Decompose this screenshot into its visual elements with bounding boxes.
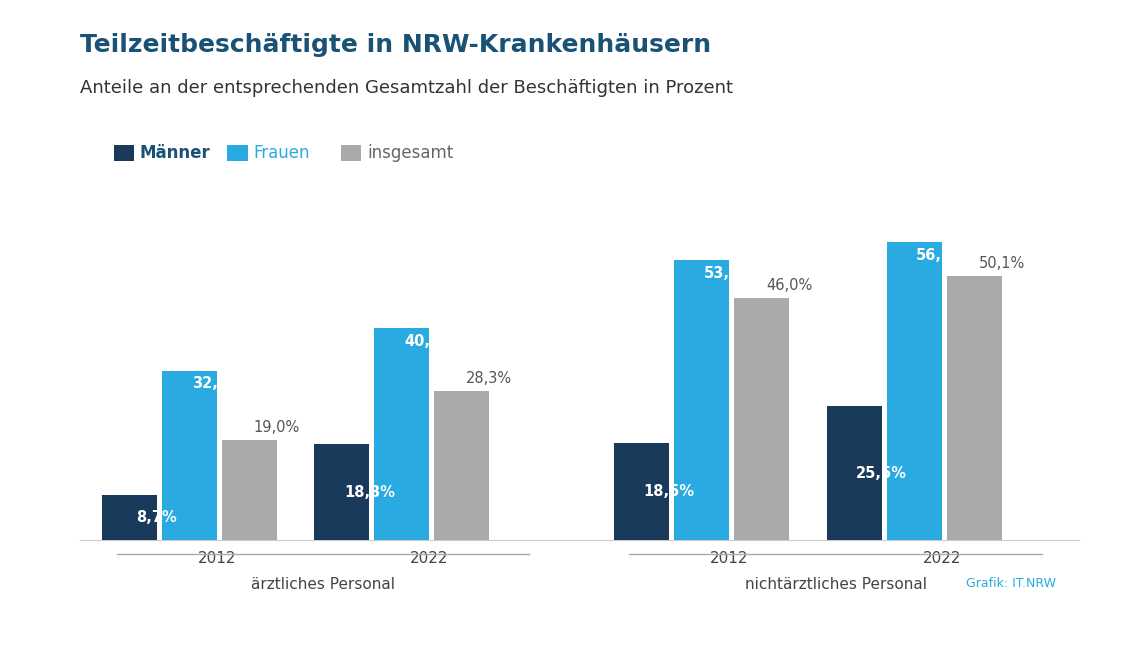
Text: 18,3%: 18,3% bbox=[344, 484, 395, 500]
Text: Anteile an der entsprechenden Gesamtzahl der Beschäftigten in Prozent: Anteile an der entsprechenden Gesamtzahl… bbox=[80, 79, 733, 97]
Bar bbox=[315, 444, 369, 540]
Text: 40,2%: 40,2% bbox=[404, 334, 454, 349]
Bar bbox=[434, 391, 490, 540]
Bar bbox=[375, 328, 429, 540]
Text: nichtärztliches Personal: nichtärztliches Personal bbox=[744, 577, 927, 592]
Bar bbox=[102, 494, 157, 540]
Text: © IT.NRW: © IT.NRW bbox=[34, 623, 123, 642]
Text: Grafik: IT.NRW: Grafik: IT.NRW bbox=[967, 577, 1056, 590]
Bar bbox=[946, 276, 1002, 540]
Bar bbox=[887, 242, 942, 540]
Text: 8,7%: 8,7% bbox=[136, 510, 177, 525]
Text: 50,1%: 50,1% bbox=[978, 256, 1025, 271]
Text: ärztliches Personal: ärztliches Personal bbox=[251, 577, 395, 592]
Text: 18,5%: 18,5% bbox=[644, 484, 695, 499]
Text: insgesamt: insgesamt bbox=[367, 144, 453, 162]
Bar bbox=[675, 260, 729, 540]
Bar bbox=[222, 440, 277, 540]
Text: 32,2%: 32,2% bbox=[192, 376, 242, 391]
Text: Frauen: Frauen bbox=[253, 144, 310, 162]
Bar bbox=[827, 406, 882, 540]
Bar bbox=[615, 443, 669, 540]
Text: 28,3%: 28,3% bbox=[466, 371, 512, 386]
Bar bbox=[734, 298, 790, 540]
Text: 56,6%: 56,6% bbox=[917, 248, 967, 263]
Bar bbox=[162, 370, 217, 540]
Text: 46,0%: 46,0% bbox=[766, 277, 812, 293]
Text: 53,1%: 53,1% bbox=[704, 266, 754, 281]
Text: Männer: Männer bbox=[140, 144, 210, 162]
Text: 19,0%: 19,0% bbox=[253, 420, 300, 435]
Text: Teilzeitbeschäftigte in NRW-Krankenhäusern: Teilzeitbeschäftigte in NRW-Krankenhäuse… bbox=[80, 33, 711, 57]
Text: 25,5%: 25,5% bbox=[857, 466, 908, 480]
